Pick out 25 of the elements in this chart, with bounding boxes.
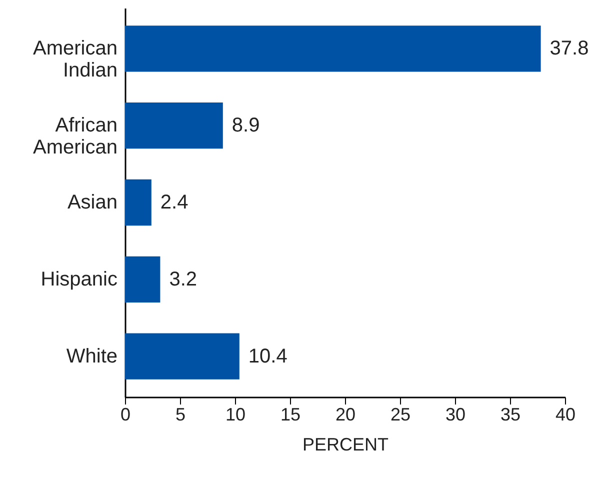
bar — [125, 26, 541, 72]
x-tick-label: 20 — [335, 404, 356, 424]
y-tick-label: African American — [33, 114, 118, 159]
data-label: 10.4 — [248, 345, 288, 368]
x-tick-label: 5 — [175, 404, 186, 424]
y-tick-label: Hispanic — [40, 268, 118, 290]
data-label: 37.8 — [550, 38, 589, 60]
data-label: 3.2 — [169, 268, 198, 290]
y-tick-label: White — [66, 345, 118, 368]
bar — [125, 333, 240, 380]
bar — [125, 102, 223, 149]
data-label: 8.9 — [232, 114, 260, 137]
data-label: 2.4 — [160, 192, 188, 214]
x-tick-label: 15 — [280, 404, 301, 424]
x-tick-label: 0 — [120, 404, 131, 424]
x-tick-label: 10 — [225, 404, 246, 424]
x-tick-label: 25 — [390, 404, 411, 424]
y-tick-label: American Indian — [33, 38, 118, 82]
bar — [125, 179, 152, 226]
y-tick-label: Asian — [67, 192, 118, 214]
x-tick-label: 30 — [445, 404, 466, 424]
bar — [125, 256, 160, 302]
x-axis-title: PERCENT — [302, 434, 389, 454]
x-tick-label: 35 — [500, 404, 521, 424]
x-tick-label: 40 — [555, 404, 576, 424]
